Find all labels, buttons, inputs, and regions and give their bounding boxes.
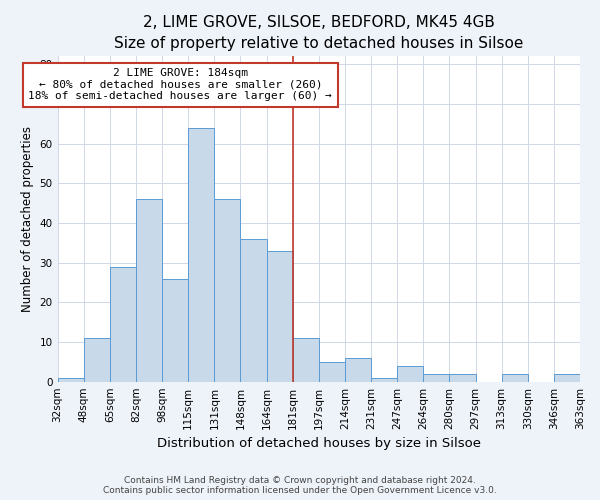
Bar	[319, 362, 345, 382]
Text: 2 LIME GROVE: 184sqm
← 80% of detached houses are smaller (260)
18% of semi-deta: 2 LIME GROVE: 184sqm ← 80% of detached h…	[28, 68, 332, 102]
Title: 2, LIME GROVE, SILSOE, BEDFORD, MK45 4GB
Size of property relative to detached h: 2, LIME GROVE, SILSOE, BEDFORD, MK45 4GB…	[114, 15, 523, 51]
Bar	[266, 250, 293, 382]
Bar	[554, 374, 580, 382]
Bar	[110, 266, 136, 382]
Bar	[345, 358, 371, 382]
Bar	[423, 374, 449, 382]
Y-axis label: Number of detached properties: Number of detached properties	[21, 126, 34, 312]
Bar	[162, 278, 188, 382]
Bar	[371, 378, 397, 382]
X-axis label: Distribution of detached houses by size in Silsoe: Distribution of detached houses by size …	[157, 437, 481, 450]
Bar	[214, 199, 241, 382]
Bar	[84, 338, 110, 382]
Bar	[58, 378, 84, 382]
Bar	[188, 128, 214, 382]
Bar	[449, 374, 476, 382]
Bar	[502, 374, 528, 382]
Bar	[397, 366, 423, 382]
Bar	[136, 199, 162, 382]
Text: Contains HM Land Registry data © Crown copyright and database right 2024.
Contai: Contains HM Land Registry data © Crown c…	[103, 476, 497, 495]
Bar	[241, 239, 266, 382]
Bar	[293, 338, 319, 382]
